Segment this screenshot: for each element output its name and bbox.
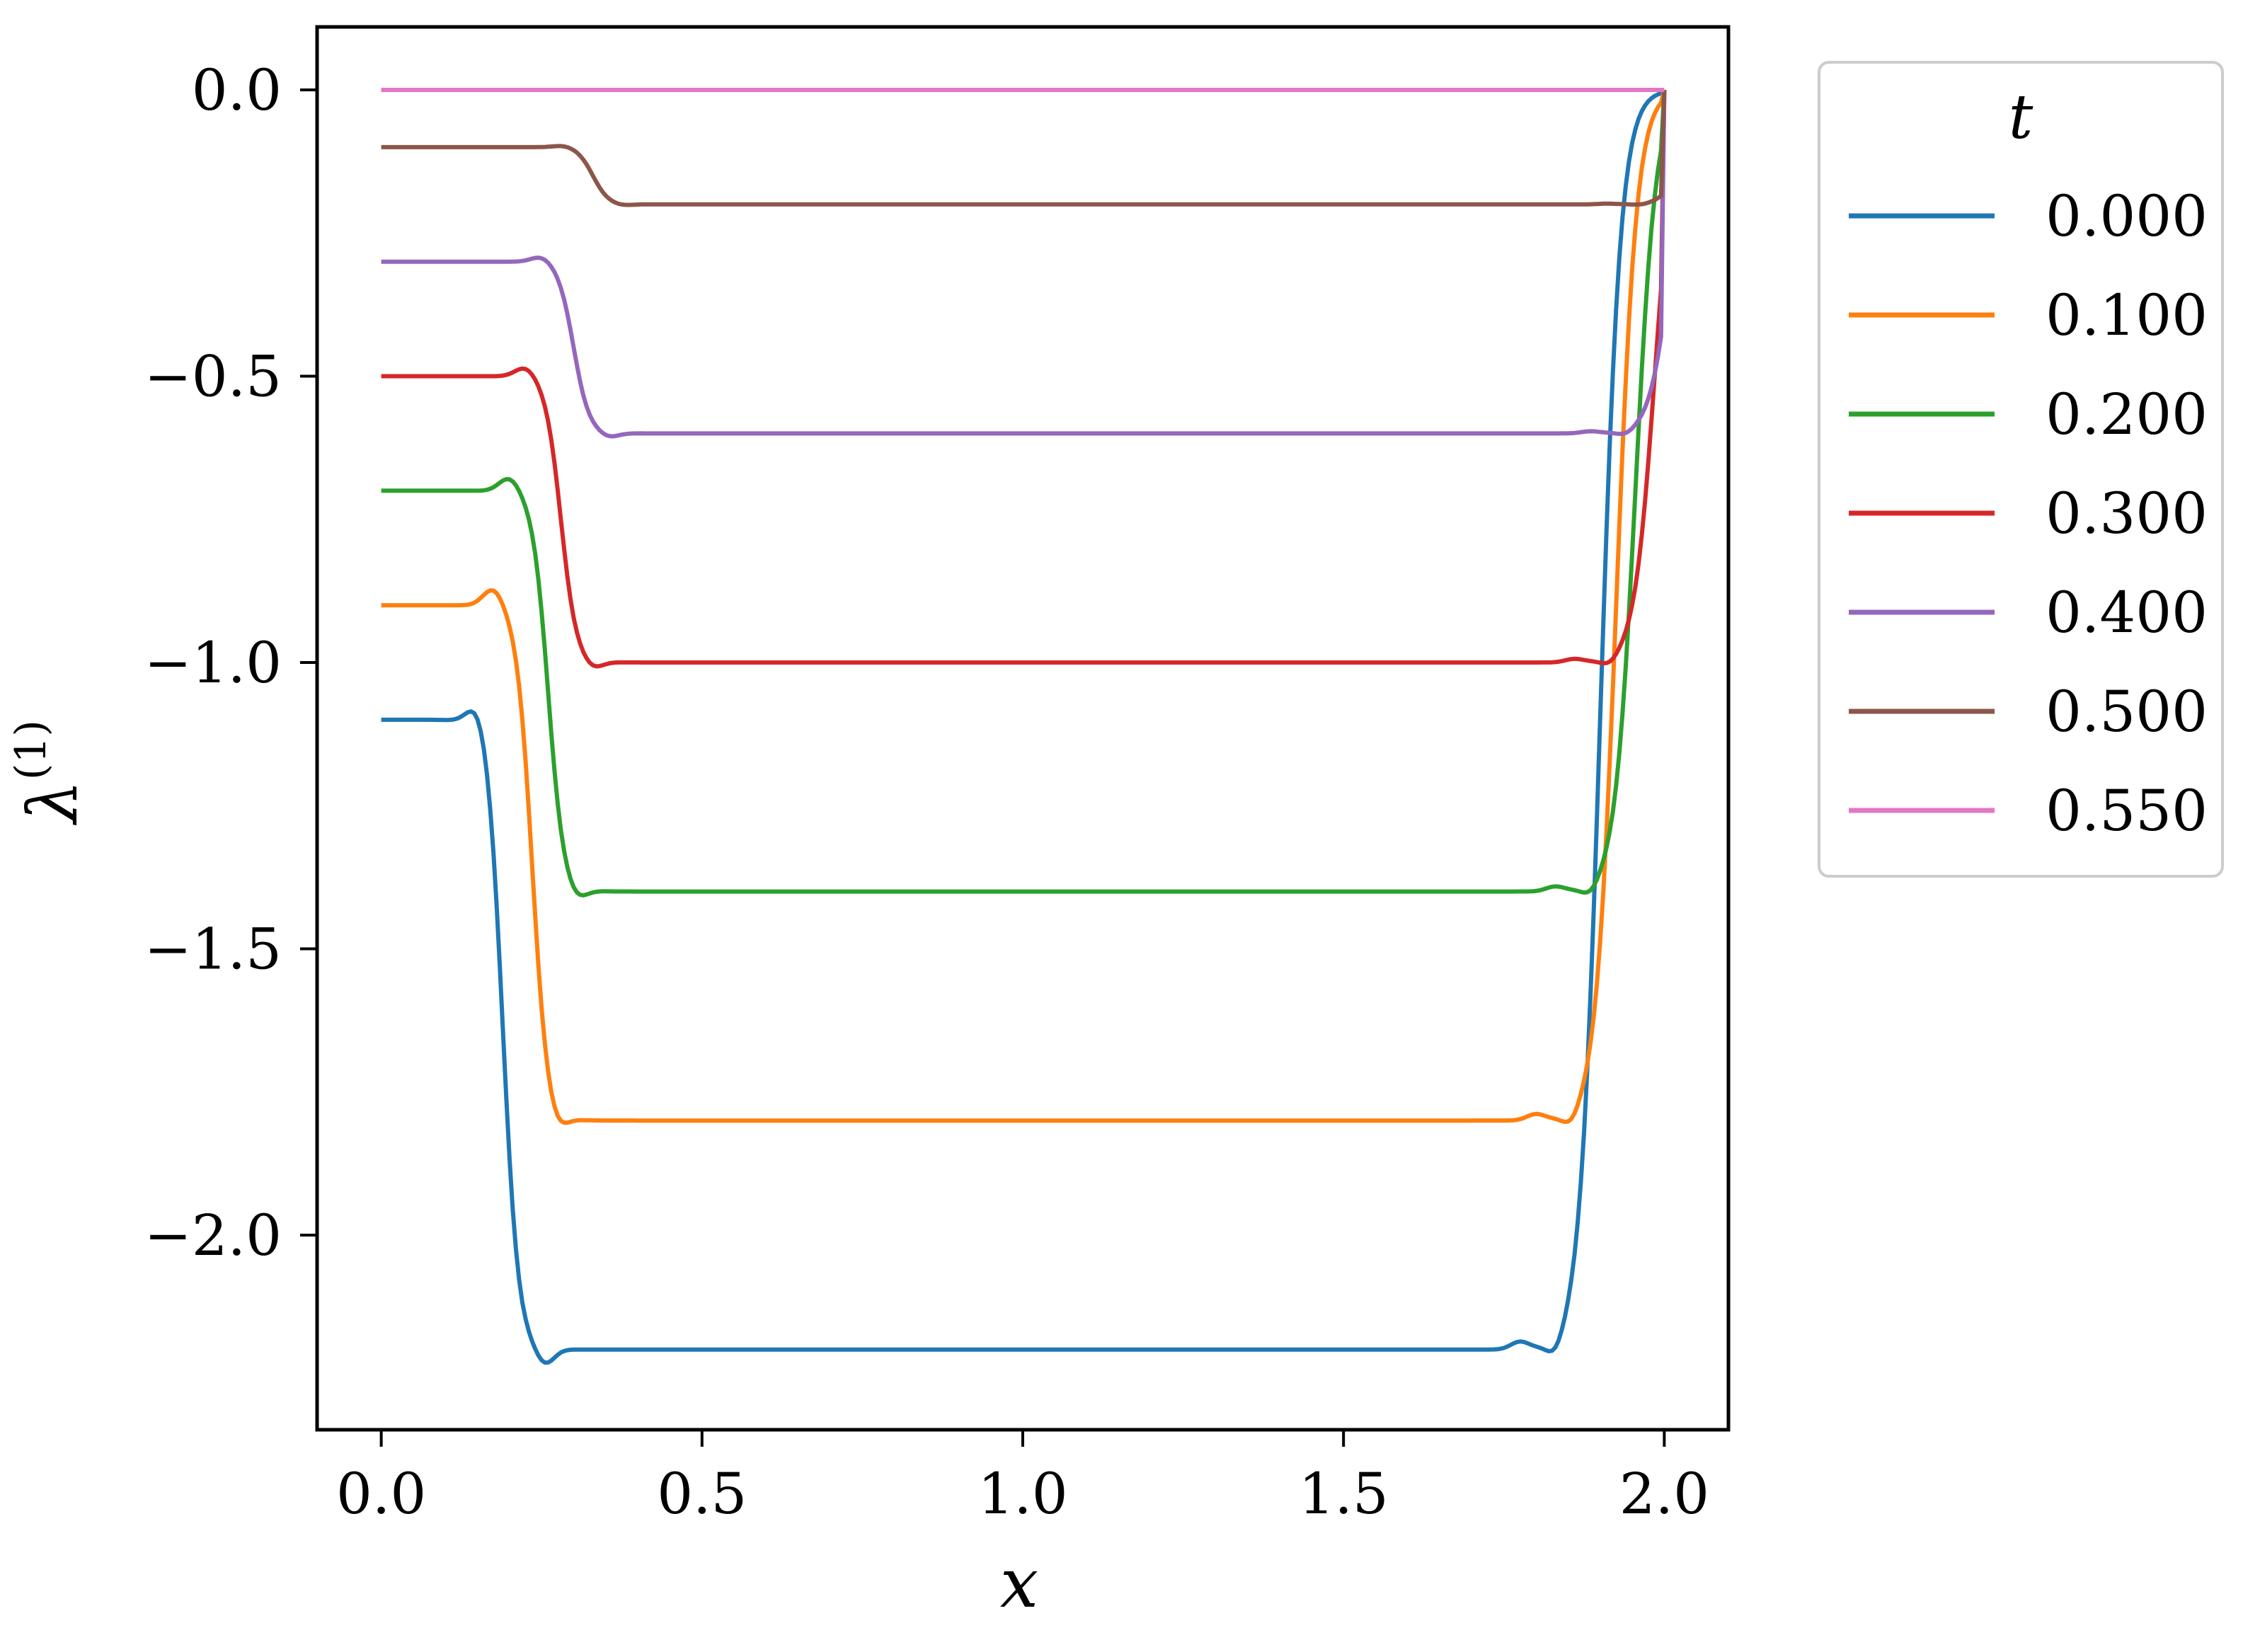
legend-box xyxy=(1818,61,2224,878)
legend-label: 0.100 xyxy=(2046,282,2208,348)
series-line-4 xyxy=(381,89,1667,439)
y-axis-label-group: λ(1) xyxy=(6,720,93,826)
legend-title: t xyxy=(2009,82,2033,153)
x-tick-label: 0.5 xyxy=(657,1461,747,1527)
series-line-0 xyxy=(381,88,1666,1365)
y-axis: 0.0 −0.5 −1.0 −1.5 −2.0 xyxy=(144,57,317,1268)
y-axis-label-superscript: (1) xyxy=(6,720,56,780)
x-tick-label: 1.0 xyxy=(977,1461,1067,1527)
legend-label: 0.300 xyxy=(2046,481,2208,546)
x-tick-label: 1.5 xyxy=(1299,1461,1389,1527)
x-axis: 0.0 0.5 1.0 1.5 2.0 xyxy=(336,1430,1709,1527)
legend-label: 0.500 xyxy=(2046,679,2208,745)
series-line-2 xyxy=(381,89,1667,897)
y-tick-label: −2.0 xyxy=(144,1203,282,1268)
x-axis-label: x xyxy=(1000,1544,1038,1623)
y-axis-label-symbol: λ xyxy=(13,780,93,826)
legend-label: 0.550 xyxy=(2046,778,2208,844)
x-tick-label: 0.0 xyxy=(336,1461,426,1527)
legend-label: 0.400 xyxy=(2046,580,2208,646)
legend-label: 0.000 xyxy=(2046,183,2208,249)
series-line-1 xyxy=(381,89,1667,1125)
x-tick-label: 2.0 xyxy=(1619,1461,1709,1527)
plot-lines xyxy=(381,88,1667,1365)
y-axis-label: λ(1) xyxy=(6,720,93,826)
y-tick-label: −1.5 xyxy=(144,916,282,982)
legend-entries: 0.000 0.100 0.200 0.300 0.400 0.500 0.550 xyxy=(1849,183,2208,844)
series-line-5 xyxy=(381,89,1667,207)
y-tick-label: −1.0 xyxy=(144,630,282,696)
y-tick-label: 0.0 xyxy=(192,57,282,123)
legend-label: 0.200 xyxy=(2046,382,2208,447)
y-tick-label: −0.5 xyxy=(144,343,282,409)
legend: t 0.000 0.100 0.200 0.300 0.400 0.500 0.550 xyxy=(1818,61,2224,878)
series-line-3 xyxy=(381,89,1667,669)
